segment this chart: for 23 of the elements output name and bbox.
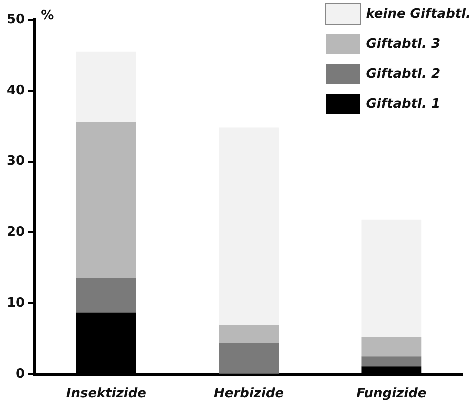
legend-label: Giftabtl. 3 — [366, 36, 441, 52]
x-tick-label: Fungizide — [356, 386, 427, 402]
y-tick-label: 0 — [16, 366, 26, 382]
bar — [219, 343, 279, 374]
bar — [76, 122, 136, 278]
legend-label: Giftabtl. 1 — [366, 96, 441, 112]
y-tick-label: 30 — [6, 154, 26, 170]
bar — [362, 220, 422, 338]
x-tick-label: Herbizide — [214, 386, 284, 402]
legend-label: keine Giftabtl. — [366, 6, 471, 22]
y-tick-label: 10 — [6, 296, 26, 311]
bar — [76, 52, 136, 122]
y-axis-title: % — [41, 8, 54, 24]
bar — [362, 338, 422, 357]
y-tick-label: 40 — [6, 83, 26, 98]
y-tick-label: 20 — [6, 225, 26, 240]
bar — [219, 325, 279, 344]
x-tick-label: Insektizide — [66, 386, 147, 402]
y-tick-label: 50 — [6, 12, 26, 28]
bar — [219, 128, 279, 326]
bar — [76, 278, 136, 313]
legend-label: Giftabtl. 2 — [366, 66, 441, 82]
bar — [362, 356, 422, 367]
